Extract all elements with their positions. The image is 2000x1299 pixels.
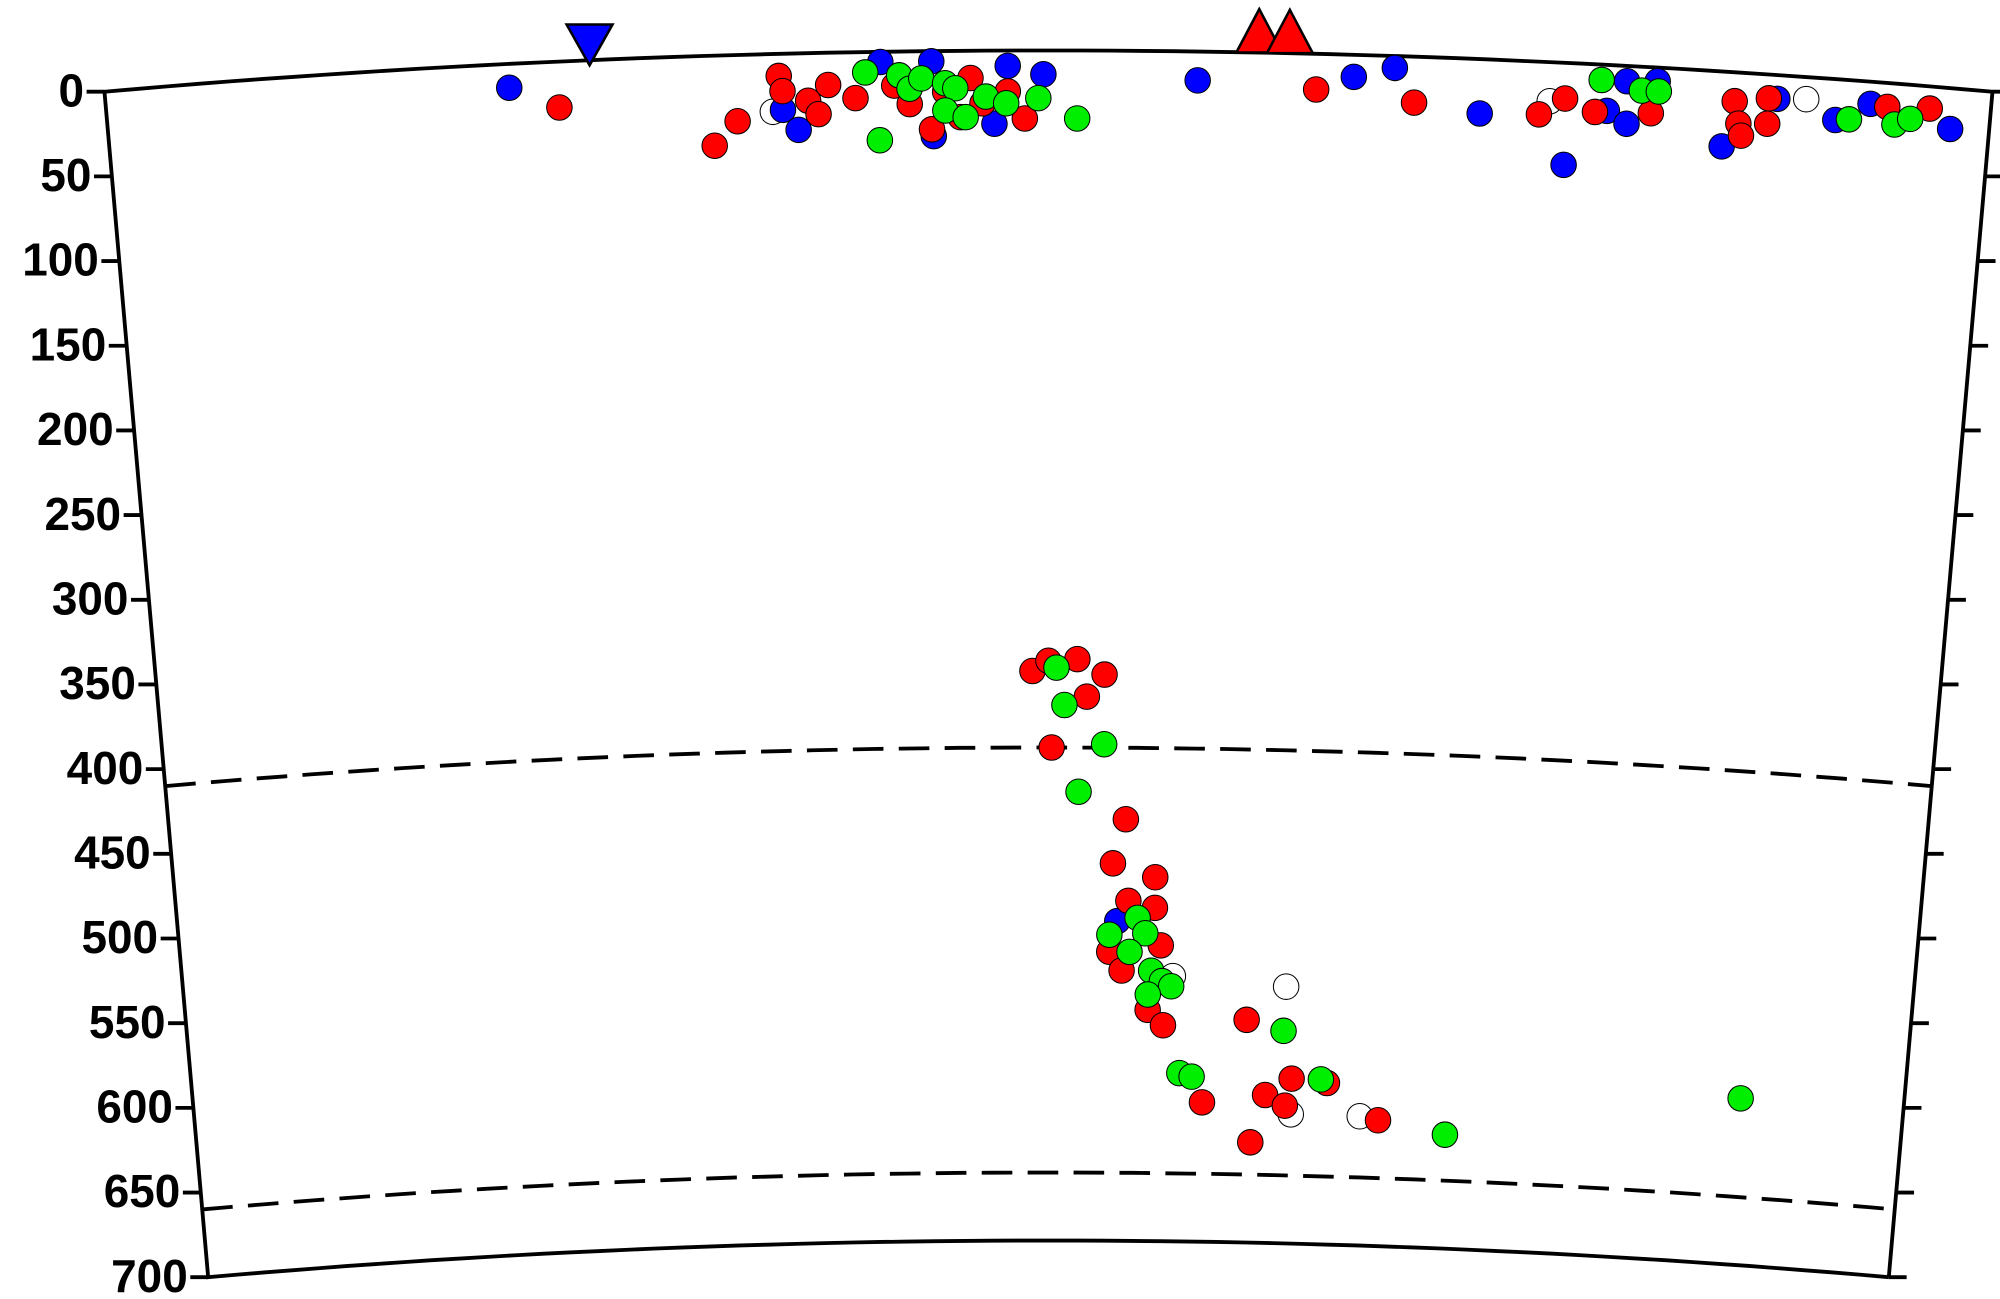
event-point	[1271, 1092, 1299, 1119]
event-point	[1025, 84, 1052, 112]
y-tick-label: 400	[67, 742, 144, 794]
event-point	[1278, 1065, 1305, 1092]
event-point	[1065, 778, 1092, 806]
event-point	[546, 94, 573, 121]
event-point	[1364, 1107, 1392, 1134]
event-point	[1149, 1012, 1177, 1039]
event-point	[908, 65, 935, 92]
y-tick-label: 700	[111, 1250, 188, 1299]
event-point	[1233, 1006, 1260, 1034]
event-point	[866, 126, 894, 154]
event-point	[1073, 683, 1101, 710]
event-point	[918, 116, 946, 143]
event-point	[1112, 805, 1140, 833]
event-point	[1141, 864, 1169, 891]
event-point	[495, 74, 523, 102]
event-point	[842, 84, 869, 112]
y-tick-label: 550	[89, 996, 166, 1048]
event-point	[1466, 100, 1493, 127]
event-point	[1134, 981, 1162, 1008]
y-tick-label: 200	[37, 403, 114, 455]
volcano	[1234, 6, 1285, 54]
event-point	[1038, 734, 1065, 761]
event-point	[1188, 1089, 1216, 1116]
event-point	[814, 71, 842, 99]
event-point	[1551, 85, 1579, 112]
event-point	[701, 132, 728, 160]
event-point	[1270, 1017, 1297, 1045]
event-point	[1588, 66, 1615, 94]
event-point	[1727, 122, 1755, 149]
event-point	[1581, 98, 1609, 126]
y-tick-label: 0	[58, 64, 84, 116]
volcano	[1264, 7, 1315, 55]
event-point	[1184, 67, 1211, 94]
event-point	[1043, 654, 1070, 681]
y-tick-label: 100	[22, 234, 99, 286]
event-point	[1011, 105, 1039, 132]
event-point	[1896, 105, 1924, 133]
event-point	[1936, 115, 1964, 143]
y-tick-label: 650	[104, 1165, 181, 1217]
event-point	[992, 89, 1020, 117]
event-point	[724, 108, 751, 135]
frame	[102, 48, 1995, 1280]
event-point	[1755, 85, 1783, 112]
event-point	[1178, 1063, 1205, 1090]
y-tick-label: 50	[40, 149, 91, 201]
event-point	[1340, 63, 1368, 91]
event-point	[1090, 730, 1118, 758]
event-point	[1721, 87, 1748, 115]
event-point	[1272, 973, 1300, 1000]
event-point	[1400, 89, 1428, 116]
event-point	[1431, 1121, 1459, 1148]
y-tick-label: 250	[44, 488, 121, 540]
event-point	[942, 75, 969, 102]
y-tick-label: 350	[59, 657, 136, 709]
event-point	[1063, 105, 1091, 132]
event-point	[1753, 110, 1781, 138]
y-tick-label: 150	[30, 318, 107, 370]
event-point	[1525, 101, 1553, 128]
y-tick-label: 450	[74, 826, 151, 878]
station	[564, 23, 615, 68]
event-point	[1157, 973, 1185, 1000]
event-point	[1727, 1085, 1754, 1112]
event-point	[994, 52, 1021, 80]
event-point	[1645, 78, 1673, 105]
discontinuity-line	[202, 1170, 1895, 1212]
event-point	[1835, 106, 1863, 133]
event-point	[1302, 76, 1330, 103]
event-point	[1030, 61, 1057, 88]
event-point	[1099, 850, 1127, 877]
y-tick-label: 500	[82, 911, 159, 963]
event-point	[1096, 921, 1123, 948]
event-point	[1792, 85, 1820, 113]
event-point	[1091, 661, 1118, 688]
event-point	[1051, 691, 1078, 719]
event-point	[1307, 1066, 1335, 1093]
event-point	[1132, 920, 1159, 947]
y-tick-label: 600	[96, 1081, 173, 1133]
event-point	[1550, 151, 1577, 179]
event-point	[1381, 54, 1409, 82]
event-point	[769, 77, 796, 105]
event-point	[1613, 110, 1640, 138]
event-point	[805, 100, 832, 128]
event-point	[785, 116, 812, 144]
event-point	[1237, 1129, 1264, 1156]
event-point	[1116, 938, 1143, 966]
event-point	[851, 59, 879, 86]
event-point	[981, 110, 1008, 137]
event-point	[952, 103, 979, 131]
y-tick-label: 300	[52, 572, 129, 624]
